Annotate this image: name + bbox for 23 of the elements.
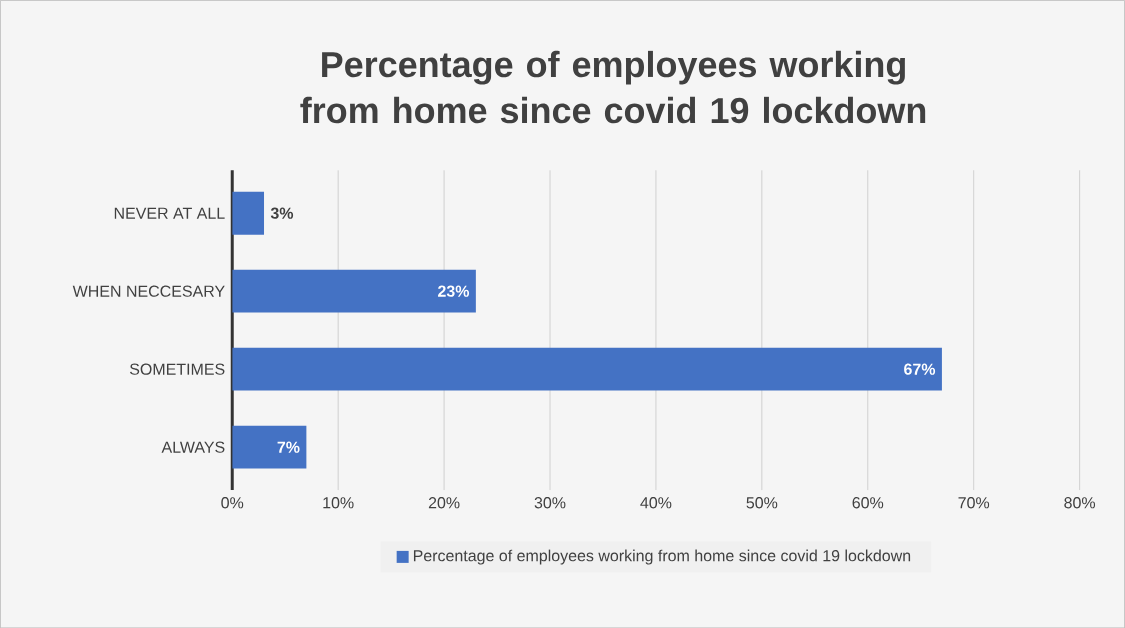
y-tick-label: SOMETIMES xyxy=(129,363,225,375)
data-label: 7% xyxy=(277,441,300,453)
x-tick-label: 60% xyxy=(852,496,884,509)
legend-label: Percentage of employees working from home since covid 19 lockdown xyxy=(413,549,911,565)
x-tick-label: 80% xyxy=(1064,496,1096,509)
x-tick-label: 50% xyxy=(746,496,778,509)
bar xyxy=(232,269,476,313)
x-tick-label: 20% xyxy=(428,496,460,509)
data-label: 67% xyxy=(904,363,936,375)
x-tick-label: 0% xyxy=(221,496,244,509)
data-label: 3% xyxy=(270,207,294,219)
bar xyxy=(232,425,307,469)
bar xyxy=(232,191,265,235)
y-tick-label: ALWAYS xyxy=(161,441,225,453)
chart-title: Percentage of employees working from home since covid 19 lockdown xyxy=(300,50,926,124)
data-label: 23% xyxy=(438,285,470,297)
bar xyxy=(232,347,942,391)
x-tick-label: 70% xyxy=(958,496,990,509)
x-tick-label: 30% xyxy=(534,496,566,509)
x-tick-label: 40% xyxy=(640,496,672,509)
y-tick-label: NEVER AT ALL xyxy=(114,207,225,219)
y-tick-label: WHEN NECCESARY xyxy=(72,285,225,297)
x-tick-label: 10% xyxy=(323,496,354,509)
